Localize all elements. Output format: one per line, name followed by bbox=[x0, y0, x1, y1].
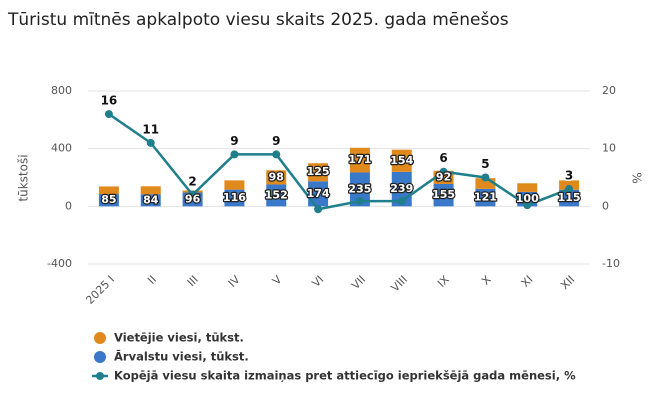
legend-marker bbox=[94, 351, 106, 363]
y-tick-label: 0 bbox=[65, 199, 72, 212]
data-label: 152 bbox=[265, 188, 288, 201]
bar-segment bbox=[308, 181, 329, 207]
data-label: 6 bbox=[439, 151, 447, 165]
data-label: 11 bbox=[142, 122, 159, 136]
data-label: 125 bbox=[307, 165, 330, 178]
data-label: 116 bbox=[223, 191, 246, 204]
data-label: 174 bbox=[307, 187, 330, 200]
legend-label: Kopējā viesu skaita izmaiņas pret attiec… bbox=[114, 369, 576, 383]
x-tick-label: XII bbox=[558, 273, 577, 292]
line-point bbox=[565, 185, 574, 194]
y-axis-title: tūkstoši bbox=[17, 154, 31, 201]
bar-segment bbox=[517, 183, 538, 192]
data-label: 239 bbox=[390, 182, 413, 195]
x-tick-label: X bbox=[479, 273, 494, 288]
line-series bbox=[108, 113, 570, 211]
bar-segment bbox=[182, 192, 203, 207]
line-point bbox=[272, 150, 281, 159]
data-label: 3 bbox=[565, 169, 573, 183]
x-tick-label: VI bbox=[310, 273, 327, 290]
x-tick-label: 2025 I bbox=[83, 273, 117, 307]
data-label: 155 bbox=[432, 188, 455, 201]
y-tick-label: -400 bbox=[47, 257, 72, 270]
data-label: 84 bbox=[143, 193, 159, 206]
data-label: 5 bbox=[481, 157, 489, 171]
y2-tick-label: -10 bbox=[602, 257, 620, 270]
legend-label: Vietējie viesi, tūkst. bbox=[114, 331, 244, 345]
legend-marker bbox=[96, 372, 104, 380]
line-point bbox=[439, 167, 448, 176]
x-tick-label: IV bbox=[226, 273, 243, 290]
data-label: 85 bbox=[101, 193, 116, 206]
y2-tick-label: 20 bbox=[602, 84, 616, 97]
data-label: 2 bbox=[188, 174, 196, 188]
chart-title: Tūristu mītnēs apkalpoto viesu skaits 20… bbox=[7, 10, 509, 30]
legend-marker bbox=[94, 332, 106, 344]
data-label: 235 bbox=[348, 182, 371, 195]
line-point bbox=[146, 138, 155, 147]
bar-segment bbox=[224, 189, 245, 207]
bar-segment bbox=[308, 163, 329, 182]
line-point bbox=[397, 197, 406, 206]
line-point bbox=[523, 201, 532, 210]
data-label: 171 bbox=[348, 153, 371, 166]
x-tick-label: III bbox=[185, 273, 201, 289]
y2-tick-label: 0 bbox=[602, 199, 609, 212]
bar-segment bbox=[349, 172, 370, 207]
y2-axis-title: % bbox=[630, 172, 644, 183]
x-tick-label: XI bbox=[519, 273, 536, 290]
bar-segment bbox=[433, 183, 454, 207]
bar-segment bbox=[266, 170, 287, 185]
bar-segment bbox=[140, 186, 161, 195]
bar-segment bbox=[559, 189, 580, 207]
bar-segment bbox=[475, 188, 496, 207]
data-label: 16 bbox=[101, 94, 118, 108]
bar-segment bbox=[140, 194, 161, 207]
bar-segment bbox=[98, 194, 119, 207]
y2-tick-label: 10 bbox=[602, 142, 616, 155]
bar-segment bbox=[266, 184, 287, 207]
data-label: 92 bbox=[436, 170, 451, 183]
data-label: 100 bbox=[516, 192, 539, 205]
x-tick-label: VIII bbox=[389, 273, 410, 294]
line-point bbox=[230, 150, 239, 159]
data-label: 9 bbox=[272, 134, 280, 148]
bar-segment bbox=[349, 147, 370, 173]
line-point bbox=[355, 197, 364, 206]
data-label: 115 bbox=[558, 191, 581, 204]
data-label: 154 bbox=[390, 154, 413, 167]
data-label: 121 bbox=[474, 191, 497, 204]
line-point bbox=[188, 190, 197, 199]
data-label: 9 bbox=[230, 134, 238, 148]
x-tick-label: IX bbox=[435, 273, 452, 290]
data-label: 98 bbox=[269, 170, 284, 183]
y-tick-label: 800 bbox=[51, 84, 72, 97]
bar-segment bbox=[98, 186, 119, 195]
bar-segment bbox=[391, 149, 412, 172]
bar-segment bbox=[475, 178, 496, 189]
x-tick-label: VII bbox=[349, 273, 368, 292]
x-tick-label: II bbox=[145, 273, 159, 287]
line-point bbox=[481, 173, 490, 182]
line-point bbox=[104, 110, 113, 119]
x-tick-label: V bbox=[270, 273, 285, 288]
y-tick-label: 400 bbox=[51, 142, 72, 155]
bar-segment bbox=[224, 180, 245, 190]
data-label: 96 bbox=[185, 192, 201, 205]
legend-label: Ārvalstu viesi, tūkst. bbox=[114, 350, 249, 364]
line-point bbox=[314, 205, 323, 214]
